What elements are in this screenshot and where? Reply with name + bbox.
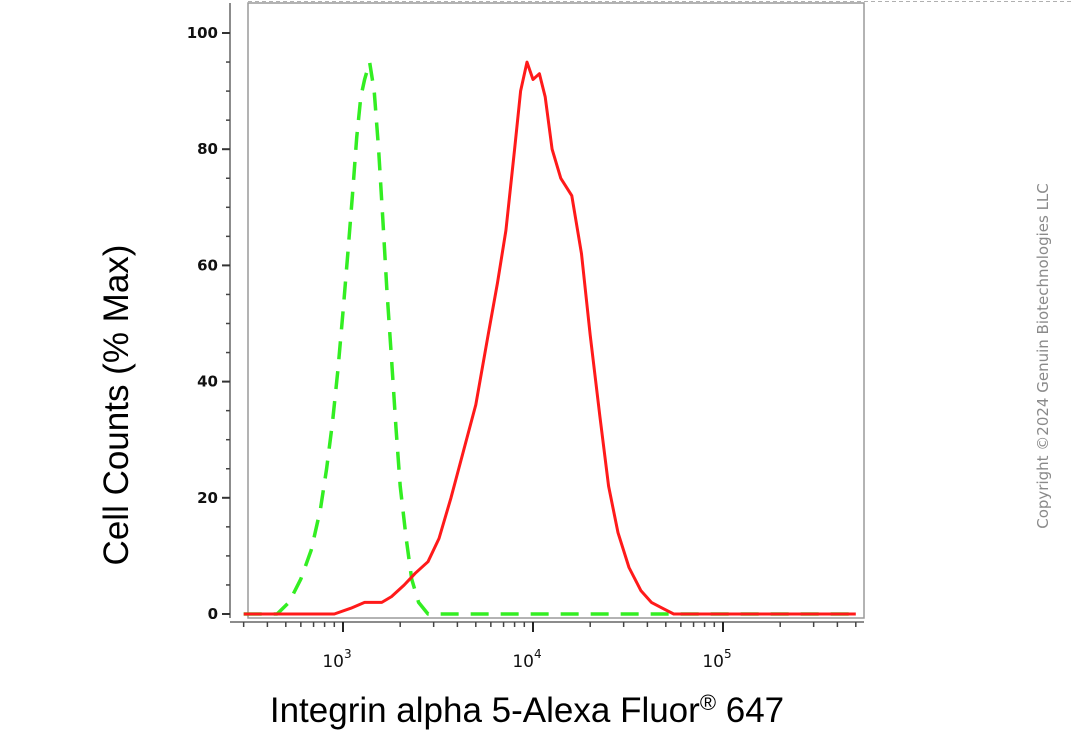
x-tick-label: 105 bbox=[702, 647, 731, 672]
plot-frame bbox=[247, 2, 865, 619]
x-tick-label: 104 bbox=[512, 647, 541, 672]
x-axis-title-main: Integrin alpha 5-Alexa Fluor bbox=[270, 691, 700, 730]
y-axis-title: Cell Counts (% Max) bbox=[97, 245, 136, 566]
x-axis: 103 104 105 bbox=[230, 621, 864, 672]
y-tick-label: 100 bbox=[187, 24, 218, 42]
series-layer bbox=[243, 60, 856, 616]
y-tick-label: 60 bbox=[197, 256, 218, 274]
control-histogram-line bbox=[243, 60, 856, 616]
y-axis: 0 20 40 60 80 100 bbox=[187, 3, 231, 623]
sample-histogram-line bbox=[243, 60, 856, 616]
x-axis-title-registered: ® bbox=[700, 690, 716, 715]
x-tick-label: 103 bbox=[322, 647, 351, 672]
y-tick-label: 80 bbox=[197, 140, 218, 158]
y-tick-label: 0 bbox=[208, 605, 218, 623]
y-tick-label: 20 bbox=[197, 489, 218, 507]
y-tick-label: 40 bbox=[197, 373, 218, 391]
x-axis-title: Integrin alpha 5-Alexa Fluor® 647 bbox=[270, 690, 784, 730]
copyright-watermark: Copyright ©2024 Genuin Biotechnologies L… bbox=[1034, 183, 1052, 529]
x-axis-title-tail: 647 bbox=[716, 691, 784, 730]
